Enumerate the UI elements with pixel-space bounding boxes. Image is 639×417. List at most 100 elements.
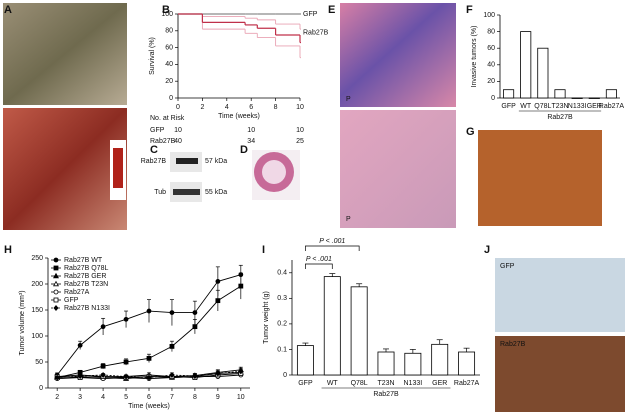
blot-size: 55 kDa bbox=[205, 189, 227, 196]
panel-label: C bbox=[150, 144, 158, 156]
y-tick-label: 0 bbox=[283, 372, 287, 379]
group-label: Rab27B bbox=[547, 114, 573, 121]
bar bbox=[458, 351, 476, 376]
y-tick-label: 150 bbox=[31, 307, 43, 314]
tissue bbox=[262, 160, 286, 184]
x-tick-label: GER bbox=[587, 103, 602, 110]
bar bbox=[554, 89, 566, 99]
marker bbox=[192, 324, 198, 330]
marker bbox=[77, 373, 83, 380]
marker bbox=[100, 324, 106, 330]
photo bbox=[3, 3, 127, 105]
x-tick-label: 2 bbox=[200, 104, 204, 111]
y-tick-label: 100 bbox=[483, 12, 495, 19]
marker bbox=[53, 265, 59, 271]
risk-value: 40 bbox=[174, 138, 182, 145]
x-tick-label: Rab27A bbox=[599, 103, 625, 110]
stain-label: GFP bbox=[500, 263, 515, 270]
legend-label: Rab27A bbox=[64, 289, 90, 296]
marker bbox=[53, 257, 59, 263]
risk-value: 10 bbox=[174, 127, 182, 134]
y-tick-label: 100 bbox=[31, 333, 43, 340]
x-tick-label: GFP bbox=[298, 380, 313, 387]
blot-size: 57 kDa bbox=[205, 158, 227, 165]
x-tick-label: 2 bbox=[55, 394, 59, 401]
photo bbox=[478, 130, 602, 226]
panel-label: E bbox=[328, 4, 335, 16]
panel-label: F bbox=[466, 4, 473, 16]
bar bbox=[377, 351, 395, 376]
blot-label: Tub bbox=[154, 189, 166, 196]
marker bbox=[215, 370, 221, 377]
y-tick-label: 0.4 bbox=[277, 270, 287, 277]
legend-label: GFP bbox=[64, 297, 79, 304]
marker bbox=[192, 373, 198, 380]
x-tick-label: 6 bbox=[249, 104, 253, 111]
photo bbox=[495, 336, 625, 412]
stain-label: Rab27B bbox=[500, 341, 526, 348]
panel-label: J bbox=[484, 244, 490, 256]
bar bbox=[537, 47, 549, 99]
risk-value: 25 bbox=[296, 138, 304, 145]
marker bbox=[215, 298, 221, 304]
x-tick-label: Rab27A bbox=[454, 380, 480, 387]
marker bbox=[77, 342, 83, 348]
marker bbox=[215, 278, 221, 284]
y-tick-label: 200 bbox=[31, 281, 43, 288]
x-tick-label: 3 bbox=[78, 394, 82, 401]
blot-label: Rab27B bbox=[141, 158, 167, 165]
bar bbox=[296, 345, 314, 376]
y-tick-label: 0.3 bbox=[277, 295, 287, 302]
marker bbox=[54, 374, 60, 381]
panel-label: A bbox=[4, 4, 12, 16]
y-tick-label: 60 bbox=[165, 44, 173, 51]
legend-label: Rab27B GER bbox=[64, 273, 106, 280]
marker bbox=[169, 343, 175, 349]
x-tick-label: 8 bbox=[193, 394, 197, 401]
x-tick-label: WT bbox=[327, 380, 339, 387]
panel-label: G bbox=[466, 126, 475, 138]
marker bbox=[169, 310, 175, 316]
x-tick-label: Q78L bbox=[351, 380, 368, 387]
marker bbox=[238, 368, 244, 375]
y-tick-label: 100 bbox=[161, 11, 173, 18]
annotation: P < .001 bbox=[319, 238, 345, 245]
marker bbox=[53, 280, 59, 287]
blot-band bbox=[173, 189, 200, 195]
x-tick-label: T23N bbox=[377, 380, 394, 387]
y-tick-label: 80 bbox=[165, 28, 173, 35]
risk-title: No. at Risk bbox=[150, 115, 185, 122]
panel-label: H bbox=[4, 244, 12, 256]
histology-label: P bbox=[346, 216, 351, 223]
y-tick-label: 60 bbox=[487, 45, 495, 52]
photo bbox=[340, 3, 456, 107]
risk-value: 10 bbox=[296, 127, 304, 134]
x-tick-label: T23N bbox=[551, 103, 568, 110]
legend-label: Rab27B Q78L bbox=[64, 265, 108, 272]
panel-label: D bbox=[240, 144, 248, 156]
x-tick-label: N133I bbox=[404, 380, 423, 387]
marker bbox=[123, 316, 129, 322]
bracket bbox=[305, 263, 333, 269]
marker bbox=[53, 272, 59, 279]
bar bbox=[323, 276, 341, 376]
x-tick-label: 5 bbox=[124, 394, 128, 401]
y-tick-label: 40 bbox=[487, 62, 495, 69]
photo bbox=[495, 258, 625, 332]
x-tick-label: 10 bbox=[296, 104, 304, 111]
y-tick-label: 0.1 bbox=[277, 346, 287, 353]
marker bbox=[53, 297, 59, 303]
y-tick-label: 20 bbox=[165, 78, 173, 85]
y-tick-label: 0 bbox=[39, 385, 43, 392]
x-tick-label: 9 bbox=[216, 394, 220, 401]
bar bbox=[503, 89, 515, 99]
panel-label: B bbox=[162, 4, 170, 16]
y-axis-label: Tumor weight (g) bbox=[263, 291, 270, 344]
x-tick-label: WT bbox=[520, 103, 532, 110]
risk-value: 10 bbox=[247, 127, 255, 134]
marker bbox=[123, 359, 129, 365]
y-tick-label: 80 bbox=[487, 28, 495, 35]
risk-row-name: Rab27B bbox=[150, 138, 176, 145]
legend-label: Rab27B WT bbox=[64, 257, 103, 264]
marker bbox=[53, 289, 59, 295]
